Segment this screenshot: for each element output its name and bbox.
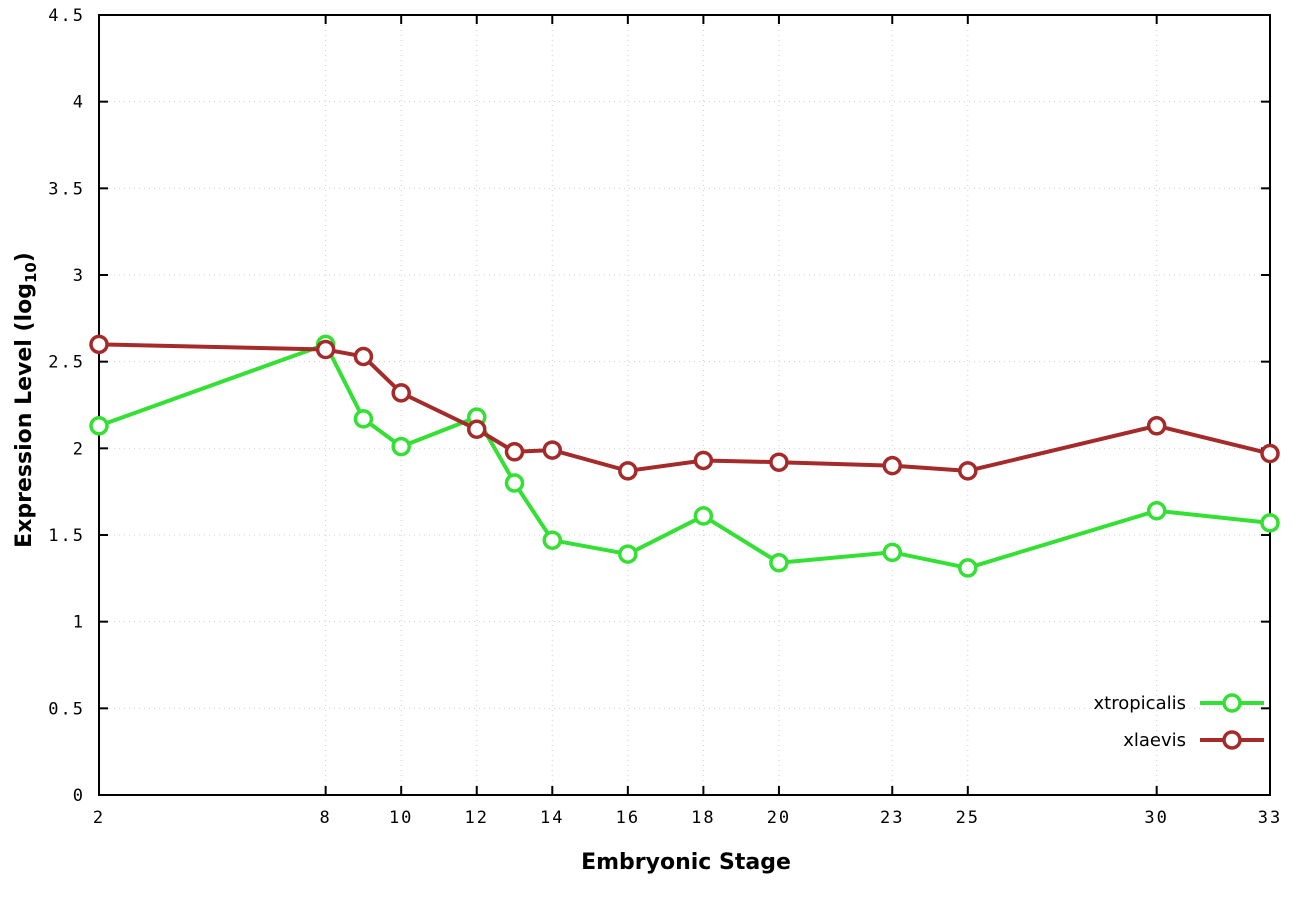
series-xlaevis-point — [958, 461, 978, 481]
plot-border — [98, 14, 1271, 796]
series-xlaevis-point — [315, 339, 336, 360]
series-xtropicalis-line — [97, 342, 1272, 570]
x-tick-label: 2 — [93, 808, 105, 828]
x-tick-label: 20 — [767, 808, 791, 828]
x-axis-title: Embryonic Stage — [581, 850, 791, 875]
x-tick-label: 18 — [691, 808, 715, 828]
legend-label-xlaevis: xlaevis — [1123, 730, 1186, 751]
series-xtropicalis-point — [1260, 513, 1280, 533]
series-xlaevis-point — [466, 419, 487, 440]
y-axis-title: Expression Level (log10) — [12, 252, 40, 548]
series-xtropicalis-point — [769, 552, 789, 573]
series-xlaevis-point — [1146, 416, 1167, 436]
legend-sample-marker-xlaevis — [1222, 730, 1242, 750]
series-xlaevis-point — [504, 442, 525, 462]
series-xlaevis-point — [89, 334, 109, 355]
series-xlaevis-point — [542, 440, 563, 460]
y-axis-title-subscript: 10 — [22, 262, 41, 284]
series-xtropicalis-point — [89, 416, 109, 436]
x-tick-label: 23 — [880, 808, 904, 828]
series-xlaevis-point — [1260, 443, 1280, 464]
legend-sample-marker-xtropicalis — [1222, 693, 1242, 713]
y-axis-title-text: Expression Level (log — [11, 283, 37, 548]
series-xtropicalis-point — [958, 558, 978, 578]
series-xlaevis-point — [769, 452, 789, 472]
legend-label-xtropicalis: xtropicalis — [1094, 693, 1186, 714]
y-tick-label: 0 — [73, 786, 85, 806]
series-xlaevis-point — [693, 450, 714, 471]
x-tick-label: 16 — [616, 808, 640, 828]
series-xlaevis-point — [618, 461, 638, 481]
series-xlaevis-point — [391, 383, 411, 403]
y-tick-label: 2.5 — [48, 353, 85, 373]
series-xtropicalis-point — [618, 544, 638, 564]
series-xtropicalis-point — [882, 542, 903, 563]
x-tick-label: 14 — [540, 808, 564, 828]
y-tick-label: 1 — [73, 613, 85, 633]
series-xtropicalis-point — [353, 409, 374, 429]
y-tick-label: 3 — [73, 266, 85, 286]
series-xtropicalis-point — [693, 506, 714, 526]
y-tick-label: 0.5 — [48, 699, 85, 719]
series-xtropicalis-point — [504, 473, 525, 493]
series-xtropicalis-point — [1146, 500, 1167, 521]
series-xlaevis-point — [882, 455, 903, 476]
series-xtropicalis-point — [542, 530, 563, 550]
x-tick-label: 8 — [320, 808, 332, 828]
y-axis-title-close: ) — [11, 252, 37, 263]
series-xtropicalis-point — [391, 436, 411, 457]
series-xlaevis-point — [353, 346, 374, 367]
x-tick-label: 10 — [389, 808, 413, 828]
y-tick-label: 2 — [73, 439, 85, 459]
y-tick-label: 4.5 — [48, 6, 85, 26]
y-tick-label: 4 — [73, 93, 85, 113]
x-tick-label: 30 — [1144, 808, 1168, 828]
x-tick-label: 12 — [464, 808, 488, 828]
y-tick-label: 3.5 — [48, 179, 85, 199]
y-tick-label: 1.5 — [48, 526, 85, 546]
x-tick-label: 33 — [1258, 808, 1282, 828]
x-tick-label: 25 — [956, 808, 980, 828]
